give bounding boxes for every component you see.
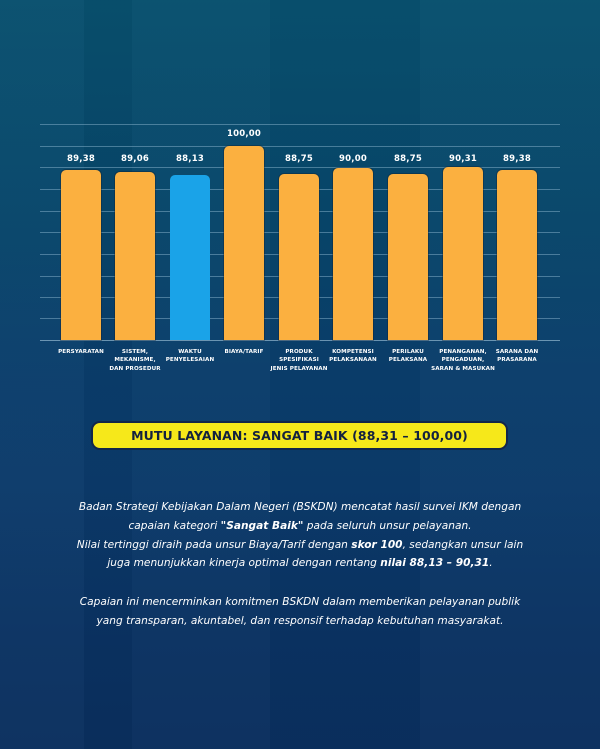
category-label: PERSYARATAN bbox=[58, 349, 104, 355]
bar-waktu-penyelesaian bbox=[170, 175, 210, 340]
category-label: KOMPETENSI PELAKSANAAN bbox=[329, 349, 377, 364]
description-paragraph-2: Capaian ini mencerminkan komitmen BSKDN … bbox=[79, 596, 521, 627]
category-label: PRODUK SPESIFIKASI JENIS PELAYANAN bbox=[270, 349, 328, 372]
bar-sarana-prasarana bbox=[497, 170, 537, 340]
bar-persyaratan bbox=[61, 170, 101, 340]
bar-value-label: 88,13 bbox=[176, 154, 204, 164]
x-axis-baseline bbox=[40, 340, 560, 341]
bar-perilaku-pelaksana bbox=[388, 174, 428, 340]
gridline bbox=[40, 146, 560, 147]
category-label: WAKTU PENYELESAIAN bbox=[165, 349, 215, 364]
quality-rating-badge: MUTU LAYANAN: SANGAT BAIK (88,31 – 100,0… bbox=[91, 421, 508, 450]
bar-value-label: 88,75 bbox=[394, 154, 422, 164]
badge-text: MUTU LAYANAN: SANGAT BAIK (88,31 – 100,0… bbox=[131, 428, 468, 443]
bar-chart: 89,38 PERSYARATAN 89,06 SISTEM, MEKANISME… bbox=[40, 120, 560, 380]
bar-produk-spesifikasi bbox=[279, 174, 319, 340]
bar-value-label: 88,75 bbox=[285, 154, 313, 164]
bar-value-label: 89,06 bbox=[121, 154, 149, 164]
description-paragraph-1: Badan Strategi Kebijakan Dalam Negeri (B… bbox=[76, 501, 524, 570]
gridline bbox=[40, 124, 560, 125]
bar-penanganan-pengaduan bbox=[443, 167, 483, 340]
bar-value-label: 90,00 bbox=[339, 154, 367, 164]
category-label: BIAYA/TARIF bbox=[224, 349, 264, 355]
bar-value-label: 90,31 bbox=[449, 154, 477, 164]
category-label: PENANGANAN, PENGADUAN, SARAN & MASUKAN bbox=[431, 349, 495, 372]
category-label: SARANA DAN PRASARANA bbox=[495, 349, 539, 364]
bar-sistem-mekanisme-prosedur bbox=[115, 172, 155, 340]
bar-value-label: 100,00 bbox=[226, 129, 261, 139]
category-label: SISTEM, MEKANISME, DAN PROSEDUR bbox=[109, 349, 161, 372]
bar-biaya-tarif bbox=[224, 146, 264, 340]
category-label: PERILAKU PELAKSANA bbox=[388, 349, 428, 364]
bar-value-label: 89,38 bbox=[67, 154, 95, 164]
gridline bbox=[40, 167, 560, 168]
bar-value-label: 89,38 bbox=[503, 154, 531, 164]
bar-kompetensi-pelaksanaan bbox=[333, 168, 373, 340]
